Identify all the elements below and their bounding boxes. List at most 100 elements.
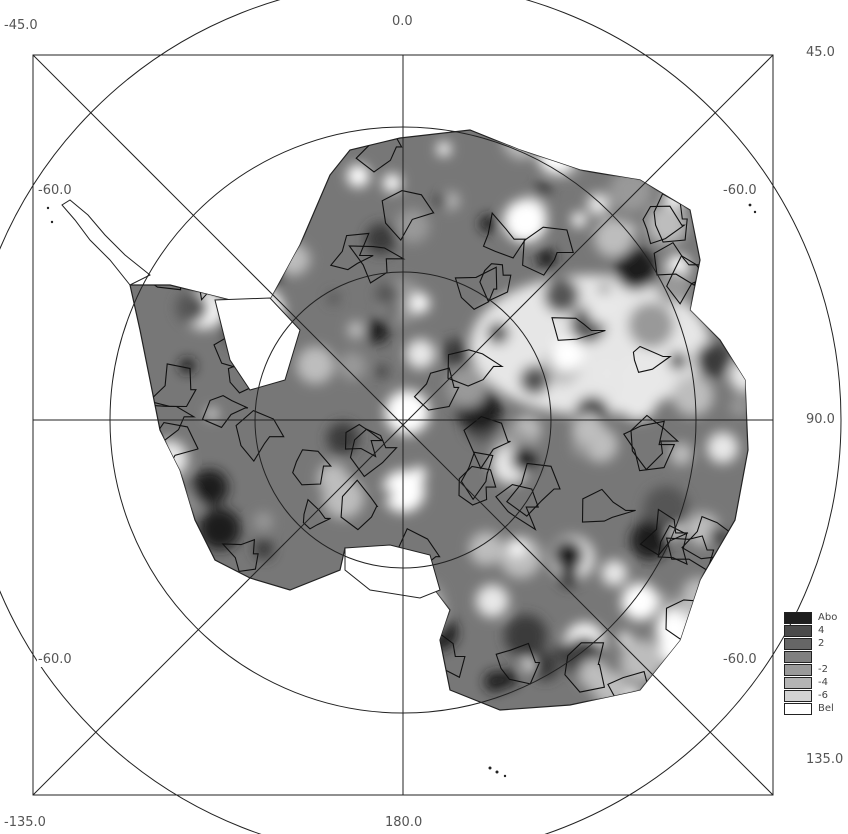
texture-blob bbox=[191, 469, 229, 507]
texture-blob bbox=[198, 507, 241, 551]
legend-swatch bbox=[784, 638, 812, 650]
texture-blob bbox=[536, 248, 557, 269]
legend-label: Abo bbox=[818, 612, 838, 623]
texture-blob bbox=[682, 150, 707, 174]
texture-blob bbox=[410, 293, 430, 313]
texture-blob bbox=[695, 342, 731, 378]
texture-blob bbox=[375, 282, 399, 307]
texture-blob bbox=[254, 512, 273, 531]
contour-line bbox=[164, 225, 205, 270]
texture-blob bbox=[578, 658, 610, 690]
texture-blob bbox=[713, 163, 731, 181]
texture-blob bbox=[436, 142, 451, 156]
texture-blob bbox=[684, 645, 708, 669]
texture-blob bbox=[597, 363, 617, 383]
texture-blob bbox=[655, 606, 702, 653]
legend-item: -6 bbox=[784, 690, 848, 703]
texture-blob bbox=[190, 607, 211, 628]
texture-blob bbox=[621, 582, 659, 621]
contour-line bbox=[147, 363, 197, 408]
legend-swatch bbox=[784, 625, 812, 637]
contour-line bbox=[348, 245, 406, 284]
contour-line bbox=[622, 420, 676, 472]
texture-blob bbox=[253, 539, 274, 560]
texture-blob bbox=[380, 488, 393, 501]
texture-blob bbox=[551, 339, 584, 372]
texture-blob bbox=[572, 412, 605, 445]
texture-blob bbox=[365, 223, 397, 255]
texture-blob bbox=[571, 212, 587, 227]
texture-blob bbox=[538, 138, 574, 175]
contour-line bbox=[340, 479, 379, 531]
contour-line bbox=[581, 488, 636, 523]
antarctica-land bbox=[61, 129, 749, 711]
texture-blob bbox=[410, 688, 437, 710]
texture-blob bbox=[620, 639, 664, 683]
label-bottom-right: 135.0 bbox=[806, 752, 844, 767]
texture-blob bbox=[395, 209, 430, 244]
texture-blob bbox=[150, 610, 165, 625]
texture-blob bbox=[130, 587, 171, 630]
contour-line bbox=[292, 449, 333, 486]
legend-label: 4 bbox=[818, 625, 825, 636]
texture-blob bbox=[201, 234, 228, 261]
contour-line bbox=[463, 415, 511, 470]
texture-blob bbox=[387, 307, 398, 318]
texture-blob bbox=[543, 277, 580, 314]
texture-blob bbox=[484, 671, 506, 693]
contour-line bbox=[657, 524, 688, 566]
texture-blob bbox=[211, 155, 222, 166]
texture-blob bbox=[338, 352, 367, 380]
texture-blob bbox=[366, 637, 405, 676]
texture-blob bbox=[502, 130, 542, 159]
texture-blob bbox=[207, 408, 218, 419]
texture-blob bbox=[130, 194, 154, 219]
texture-blob bbox=[587, 291, 620, 325]
texture-blob bbox=[476, 584, 509, 618]
contour-line bbox=[506, 462, 561, 517]
texture-blob bbox=[628, 302, 674, 348]
legend-item: Abo bbox=[784, 612, 848, 625]
texture-blob bbox=[659, 593, 677, 611]
contour-line bbox=[344, 423, 384, 458]
antarctic-peninsula bbox=[61, 199, 151, 286]
contour-line bbox=[141, 248, 192, 291]
label-top-left: -45.0 bbox=[4, 18, 38, 33]
legend-swatch bbox=[784, 703, 812, 715]
texture-blob bbox=[154, 558, 190, 594]
texture-blob bbox=[247, 133, 275, 161]
label-top-center: 0.0 bbox=[392, 14, 413, 29]
texture-blob bbox=[435, 194, 448, 207]
contour-line bbox=[665, 535, 715, 572]
texture-blob bbox=[322, 477, 365, 519]
contour-line bbox=[235, 409, 285, 463]
texture-blob bbox=[149, 440, 188, 479]
islands bbox=[46, 203, 757, 778]
texture-blob bbox=[234, 165, 254, 186]
texture-blob bbox=[691, 612, 736, 657]
texture-blob bbox=[729, 396, 748, 417]
texture-blob bbox=[220, 147, 248, 175]
contour-line bbox=[653, 193, 688, 243]
legend-item: -4 bbox=[784, 677, 848, 690]
contour-line bbox=[458, 465, 497, 506]
legend-item: -2 bbox=[784, 664, 848, 677]
legend-label: -2 bbox=[818, 664, 828, 675]
legend-item: 4 bbox=[784, 625, 848, 638]
texture-blob bbox=[594, 218, 634, 258]
label-lat-lower-right: -60.0 bbox=[722, 652, 758, 667]
legend-item: 2 bbox=[784, 638, 848, 651]
texture-blob bbox=[672, 375, 714, 416]
contour-line bbox=[564, 642, 606, 693]
texture-blob bbox=[716, 156, 729, 170]
contour-line bbox=[201, 394, 249, 429]
texture-blob bbox=[158, 476, 177, 495]
contour-line bbox=[482, 211, 527, 259]
texture-blob bbox=[677, 595, 700, 618]
contour-line bbox=[653, 241, 704, 287]
texture-blob bbox=[519, 365, 550, 395]
texture-blob bbox=[247, 257, 274, 284]
texture-blob bbox=[729, 232, 748, 266]
